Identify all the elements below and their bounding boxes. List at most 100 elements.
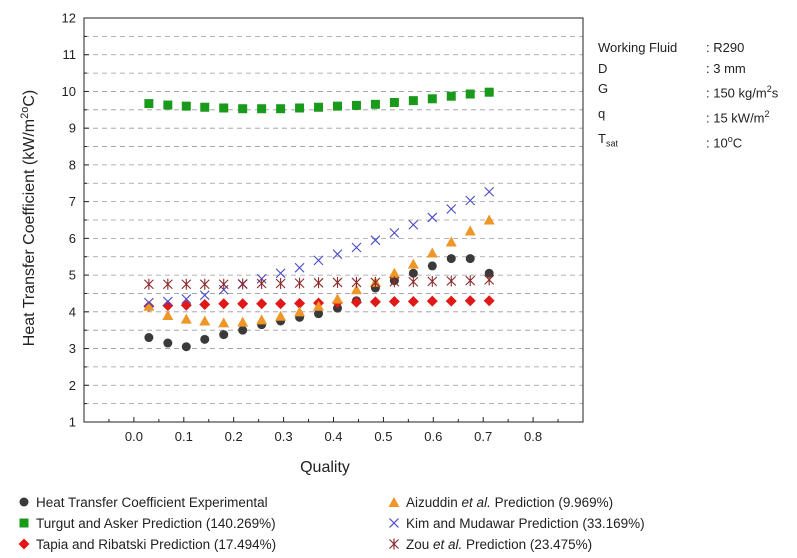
condition-label: D [598,60,608,76]
data-point [427,94,437,104]
data-point [483,295,495,307]
data-point [275,278,286,290]
y-axis-title: Heat Transfer Coefficient (kW/m2oC) [19,90,38,346]
data-point [143,297,154,308]
y-tick-label: 6 [69,231,76,246]
condition-value: : 10oC [706,133,743,150]
data-point [294,306,306,317]
legend-label: Zou et al. Prediction (23.475%) [406,536,593,552]
legend-item-kim: Kim and Mudawar Prediction (33.169%) [382,515,645,531]
x-tick-label: 0.2 [225,429,243,444]
data-point [218,317,230,328]
legend-label: Kim and Mudawar Prediction (33.169%) [406,515,645,531]
data-point [464,225,476,236]
data-point [162,278,173,290]
grid-lines [84,35,583,405]
data-point [332,101,342,111]
data-point [313,277,324,289]
data-point [219,330,229,340]
data-point [408,268,418,278]
data-point [332,276,343,288]
data-point [370,235,381,246]
data-point [484,87,494,97]
data-point [181,342,191,352]
data-point [219,103,229,113]
data-point [199,298,211,310]
data-point [314,102,324,112]
data-point [162,296,173,307]
data-point [369,296,381,308]
data-point [218,278,229,290]
data-point [408,96,418,106]
y-tick-label: 7 [69,194,76,209]
data-point [446,275,457,287]
data-point [143,278,154,290]
data-point [162,300,174,312]
data-point [408,276,419,288]
y-tick-label: 9 [69,121,76,136]
condition-label: q [598,105,606,121]
y-tick-label: 10 [62,84,76,99]
legend-item-aizuddin: Aizuddin et al. Prediction (9.969%) [382,494,613,510]
data-point [144,99,154,109]
legend-item-zou: Zou et al. Prediction (23.475%) [382,536,592,552]
y-tick-label: 5 [69,268,76,283]
axes [83,17,584,423]
data-point [257,104,267,114]
data-point [294,262,305,273]
data-point [465,254,475,264]
series-circle [144,254,494,352]
data-point [275,310,287,321]
data-point [313,255,324,266]
data-point [181,294,192,304]
data-point [256,278,267,290]
series-square [144,87,494,114]
x-tick-label: 0.6 [424,429,442,444]
x-tick-label: 0.0 [125,429,143,444]
data-point [407,258,419,269]
condition-row: Tsat : 10oC [598,129,778,154]
data-point [350,296,362,308]
series-x [143,186,495,308]
diamond-marker-icon [12,536,36,552]
data-point [351,276,362,288]
data-point [388,296,400,308]
data-point [427,261,437,271]
square-marker-icon [12,515,36,531]
data-point [238,325,248,335]
data-point [199,290,210,301]
condition-row: G : 150 kg/m2s [598,79,778,104]
data-point [181,101,191,111]
y-tick-label: 1 [69,415,76,430]
data-point [256,298,268,310]
data-point [218,298,230,310]
data-point [162,309,174,320]
x-tick-label: 0.5 [374,429,392,444]
y-tick-label: 2 [69,378,76,393]
circle-marker-icon [12,494,36,510]
data-point [200,334,210,344]
legend-label: Aizuddin et al. Prediction (9.969%) [406,494,614,510]
data-point [144,333,154,343]
data-point [332,303,342,313]
legend-item-experimental: Heat Transfer Coefficient Experimental [12,494,268,510]
legend-item-turgut: Turgut and Asker Prediction (140.269%) [12,515,276,531]
data-point [294,297,306,309]
legend-label: Heat Transfer Coefficient Experimental [36,494,268,510]
data-point [181,278,192,290]
asterisk-marker-icon [382,536,406,552]
condition-row: Working Fluid : R290 [598,38,778,59]
data-point [483,214,495,225]
data-point [351,100,361,110]
data-point [294,277,305,289]
data-point [238,104,248,114]
data-point [389,227,400,238]
data-point [180,299,192,311]
legend-item-tapia: Tapia and Ribatski Prediction (17.494%) [12,536,276,552]
data-point [350,284,362,295]
triangle-marker-icon [382,494,406,510]
series-triangle [143,214,495,328]
data-point [445,295,457,307]
